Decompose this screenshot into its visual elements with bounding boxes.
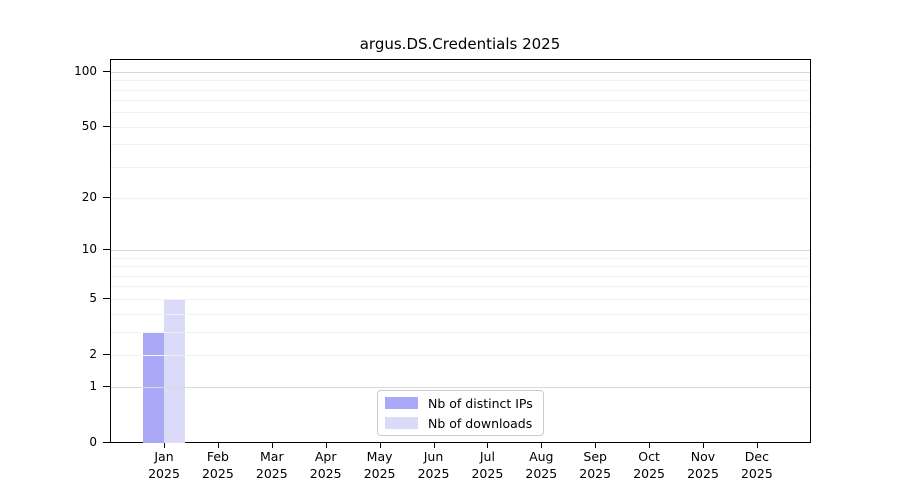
gridline-minor: [111, 354, 810, 356]
x-tick-label-month: Aug: [529, 449, 554, 464]
x-tick-label-year: 2025: [687, 465, 719, 481]
x-tick-label-month: Jan: [154, 449, 174, 464]
gridline-major: [111, 71, 810, 73]
legend-label-downloads: Nb of downloads: [428, 415, 533, 431]
y-axis-tick-label: 50: [81, 118, 97, 133]
gridline-minor: [111, 80, 810, 82]
y-axis-tick: [103, 197, 110, 199]
x-axis-tick-label: Aug 2025: [511, 449, 571, 482]
y-axis-tick: [103, 297, 110, 299]
x-tick-label-month: Jul: [479, 449, 495, 464]
x-axis-tick-label: Jun 2025: [404, 449, 464, 482]
gridline-minor: [111, 286, 810, 288]
x-axis-tick-label: Nov 2025: [673, 449, 733, 482]
gridline-minor: [111, 100, 810, 102]
x-axis-tick-label: Jul 2025: [457, 449, 517, 482]
y-axis-tick-label: 10: [81, 242, 97, 257]
gridline-minor: [111, 126, 810, 128]
x-axis-tick-label: Apr 2025: [296, 449, 356, 482]
x-tick-label-year: 2025: [255, 465, 288, 481]
gridline-minor: [111, 331, 810, 333]
gridline-minor: [111, 166, 810, 168]
x-axis-tick-label: Dec 2025: [727, 449, 787, 482]
gridline-major: [111, 387, 810, 389]
x-tick-label-year: 2025: [525, 465, 558, 481]
x-tick-label-year: 2025: [740, 465, 773, 481]
gridline-minor: [111, 266, 810, 268]
y-axis-tick: [103, 442, 110, 443]
y-axis-tick-label: 100: [74, 63, 97, 78]
bar-jan-nb-of-distinct-ips: [143, 331, 164, 443]
x-tick-label-month: Feb: [206, 449, 229, 464]
x-axis-tick: [487, 443, 489, 448]
gridline-minor: [111, 89, 810, 91]
x-tick-label-month: Nov: [690, 449, 716, 464]
y-axis-tick: [103, 70, 110, 72]
x-tick-label-year: 2025: [201, 465, 234, 481]
legend-label-distinct-ips: Nb of distinct IPs: [428, 395, 533, 411]
x-axis-tick-label: Sep 2025: [565, 449, 625, 482]
x-axis-tick-label: Jan 2025: [134, 449, 194, 482]
x-axis-tick: [433, 443, 435, 448]
x-tick-label-month: Sep: [583, 449, 607, 464]
legend-swatch-downloads: [385, 417, 418, 429]
x-axis-tick-label: Mar 2025: [242, 449, 302, 482]
y-axis-tick-label: 5: [89, 290, 97, 305]
plot-area: [110, 59, 811, 443]
x-axis-tick: [541, 443, 543, 448]
x-axis-tick: [379, 443, 381, 448]
x-axis-tick-label: May 2025: [350, 449, 410, 482]
x-tick-label-month: May: [366, 449, 393, 464]
chart-title: argus.DS.Credentials 2025: [359, 35, 561, 53]
y-axis-tick-label: 0: [89, 435, 97, 449]
x-axis-tick: [595, 443, 597, 448]
bar-jan-nb-of-downloads: [164, 298, 185, 443]
x-axis-tick: [649, 443, 651, 448]
x-tick-label-month: Dec: [744, 449, 769, 464]
legend: Nb of distinct IPs Nb of downloads: [377, 390, 544, 436]
x-tick-label-year: 2025: [417, 465, 450, 481]
y-axis-tick-label: 20: [81, 190, 97, 205]
gridline-major: [111, 250, 810, 252]
x-axis-tick: [703, 443, 704, 448]
y-axis-tick: [103, 386, 110, 388]
x-tick-label-year: 2025: [633, 465, 665, 481]
x-tick-label-year: 2025: [363, 465, 396, 481]
x-axis-tick: [164, 443, 165, 448]
y-axis-tick: [103, 125, 110, 127]
y-axis-tick-label: 1: [89, 379, 97, 394]
gridline-minor: [111, 257, 810, 259]
gridline-minor: [111, 275, 810, 277]
x-tick-label-month: Mar: [260, 449, 284, 464]
x-tick-label-year: 2025: [309, 465, 342, 481]
x-tick-label-month: Oct: [638, 449, 660, 464]
gridline-minor: [111, 144, 810, 146]
y-axis-tick-label: 2: [89, 346, 97, 361]
legend-item-distinct-ips: Nb of distinct IPs: [385, 393, 536, 413]
gridline-minor: [111, 198, 810, 200]
x-tick-label-year: 2025: [579, 465, 612, 481]
y-axis-tick: [103, 249, 110, 251]
gridline-minor: [111, 313, 810, 315]
gridline-minor: [111, 112, 810, 114]
x-axis-tick: [271, 443, 273, 448]
legend-swatch-distinct-ips: [385, 397, 418, 409]
y-axis-tick: [103, 353, 110, 355]
x-axis-tick: [756, 443, 758, 448]
x-tick-label-month: Jun: [423, 449, 444, 464]
x-axis-tick: [217, 443, 219, 448]
gridline-minor: [111, 298, 810, 300]
x-axis-tick-label: Oct 2025: [619, 449, 679, 482]
legend-item-downloads: Nb of downloads: [385, 413, 536, 433]
x-tick-label-year: 2025: [148, 465, 180, 481]
x-axis-tick: [325, 443, 327, 448]
x-axis-tick-label: Feb 2025: [188, 449, 248, 482]
x-tick-label-month: Apr: [314, 449, 337, 464]
x-tick-label-year: 2025: [471, 465, 504, 481]
